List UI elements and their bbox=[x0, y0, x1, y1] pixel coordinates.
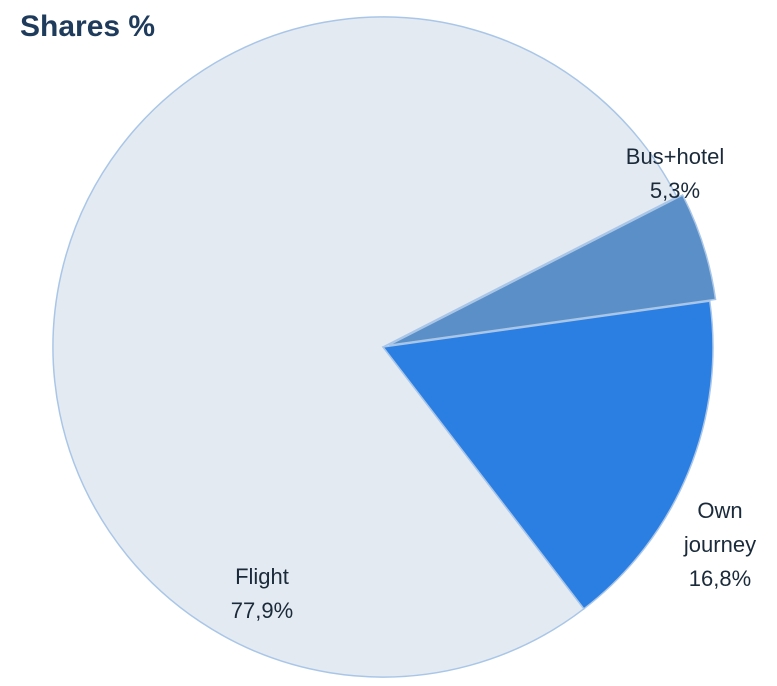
category-label: Own journey bbox=[683, 498, 757, 557]
pie-slice bbox=[388, 194, 717, 346]
slice-label: Flight 77,9% bbox=[200, 560, 324, 628]
value-label: 5,3% bbox=[649, 178, 701, 203]
pie-slice bbox=[52, 16, 678, 678]
value-label: 16,8% bbox=[688, 566, 752, 591]
category-label: Bus+hotel bbox=[625, 144, 725, 169]
slice-label: Own journey 16,8% bbox=[668, 494, 772, 596]
chart-title: Shares % bbox=[20, 10, 156, 43]
pie-slice bbox=[381, 300, 714, 610]
value-label: 77,9% bbox=[230, 598, 294, 623]
category-label: Flight bbox=[235, 564, 289, 589]
slice-label: Bus+hotel 5,3% bbox=[600, 140, 750, 208]
